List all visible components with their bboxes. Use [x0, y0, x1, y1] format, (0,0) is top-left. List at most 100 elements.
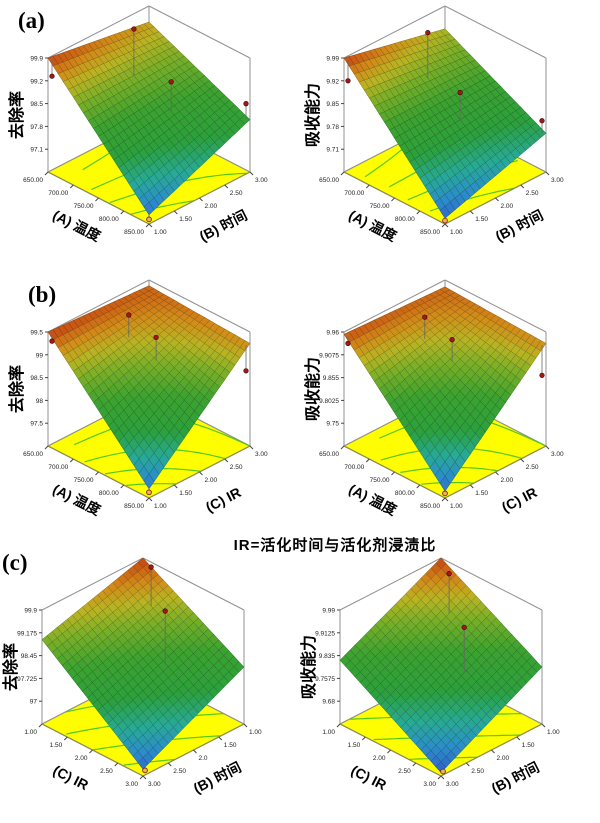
z-tick-label: 97 [30, 699, 38, 706]
y-tick-label: 2.50 [526, 464, 539, 471]
panel-label-a: (a) [18, 8, 45, 33]
y-tick-label: 3.00 [148, 781, 161, 788]
y-tick-mark [167, 762, 172, 767]
x-axis-label: (A) 温度 [50, 207, 104, 245]
x-tick-mark [441, 223, 446, 228]
y-tick-label: 2.50 [526, 190, 539, 197]
design-point [126, 312, 132, 318]
y-tick-label: 2.00 [205, 477, 218, 484]
z-tick-label: 9.855 [323, 375, 340, 382]
design-point [243, 368, 249, 374]
x-tick-mark [416, 210, 421, 215]
z-tick-label: 9.78 [326, 124, 339, 131]
x-tick-label: 2.50 [100, 768, 113, 775]
roof-edge-left [343, 279, 446, 333]
z-tick-label: 99.9 [30, 56, 43, 63]
x-tick-mark [95, 471, 99, 476]
design-point [243, 100, 249, 107]
x-tick-label: 1.50 [50, 742, 63, 749]
y-tick-label: 1.00 [154, 229, 167, 236]
z-axis-label: 去除率 [8, 91, 26, 139]
x-axis-label: (A) 温度 [346, 481, 400, 519]
x-tick-mark [437, 775, 442, 780]
x-tick-label: 2.50 [398, 768, 411, 775]
x-tick-label: 3.00 [423, 781, 436, 788]
y-tick-mark [520, 184, 525, 189]
y-tick-label: 2.00 [497, 755, 510, 762]
design-point [131, 26, 137, 32]
z-tick-label: 98.5 [30, 101, 43, 108]
y-tick-mark [465, 762, 470, 767]
y-tick-label: 1.50 [475, 490, 488, 497]
x-tick-label: 750.00 [370, 477, 390, 484]
y-tick-mark [541, 723, 546, 728]
roof-edge-left [343, 5, 446, 59]
surface-mesh [339, 557, 543, 773]
design-point [345, 78, 351, 84]
x-tick-label: 750.00 [74, 477, 94, 484]
z-axis-label: 吸收能力 [304, 357, 322, 421]
design-point [168, 79, 174, 85]
surface-plot-removal-vs-temperature-ir: 99.5 99 98.5 98 97.5 650.00 700.00 750.00 800.00… [8, 279, 268, 519]
y-tick-label: 3.00 [255, 177, 268, 184]
z-tick-label: 99.2 [30, 78, 43, 85]
y-tick-label: 2.50 [471, 768, 484, 775]
x-tick-mark [38, 723, 43, 728]
y-tick-label: 2.50 [173, 768, 186, 775]
x-tick-mark [120, 210, 125, 215]
surface-plot-absorption-vs-ir-time: 9.99 9.9125 9.835 9.7575 9.68 1.00 1.50 2.00 2.5… [300, 557, 560, 796]
design-point [49, 338, 55, 344]
surface-plot-removal-vs-temperature-time: 99.9 99.2 98.5 97.8 97.1 650.00 700.00 750.00 80… [8, 5, 268, 245]
x-tick-label: 2.00 [75, 755, 88, 762]
x-tick-label: 1.50 [348, 742, 361, 749]
y-tick-mark [249, 445, 254, 450]
x-tick-mark [365, 184, 370, 189]
y-tick-mark [148, 223, 153, 228]
z-tick-label: 9.835 [319, 653, 336, 660]
z-tick-label: 9.96 [326, 330, 339, 337]
y-tick-label: 2.50 [230, 190, 243, 197]
x-tick-mark [120, 484, 125, 489]
y-axis-label: (C) IR [499, 484, 540, 515]
y-tick-label: 2.00 [205, 203, 218, 210]
z-tick-label: 9.99 [322, 608, 335, 615]
y-tick-mark [440, 775, 445, 780]
design-point [539, 118, 545, 124]
x-tick-label: 1.00 [24, 729, 37, 736]
x-tick-mark [145, 223, 150, 228]
x-tick-label: 800.00 [395, 490, 415, 497]
roof-edge-left [47, 5, 150, 59]
z-tick-label: 9.7575 [315, 676, 335, 683]
design-point [539, 372, 545, 378]
x-tick-mark [391, 197, 395, 202]
x-tick-label: 750.00 [370, 203, 390, 210]
surface-mesh [343, 28, 547, 219]
design-point-low [442, 490, 448, 497]
design-point-low [142, 767, 148, 774]
floor-contour [130, 200, 195, 215]
x-tick-label: 700.00 [48, 464, 68, 471]
y-axis-label: (C) IR [203, 484, 244, 515]
x-tick-label: 750.00 [74, 203, 94, 210]
x-tick-label: 2.00 [373, 755, 386, 762]
design-point [49, 73, 55, 79]
roof-edge-left [339, 557, 442, 611]
roof-edge-right [148, 5, 251, 59]
y-tick-mark [243, 723, 248, 728]
z-tick-label: 9.75 [326, 421, 339, 428]
design-point [422, 314, 428, 320]
x-tick-label: 800.00 [395, 216, 415, 223]
panel-label-c: (c) [2, 550, 28, 575]
design-point-low [442, 217, 448, 224]
y-tick-mark [495, 471, 499, 476]
y-tick-label: 2.50 [230, 464, 243, 471]
y-tick-label: 1.00 [249, 729, 262, 736]
floor-contour [126, 483, 177, 486]
x-tick-mark [44, 171, 49, 176]
z-axis-label: 吸收能力 [304, 83, 322, 147]
x-tick-mark [441, 497, 446, 502]
x-tick-mark [63, 736, 68, 741]
z-axis-label: 去除率 [8, 365, 26, 413]
z-tick-label: 9.8025 [319, 398, 339, 405]
x-tick-label: 700.00 [344, 464, 364, 471]
